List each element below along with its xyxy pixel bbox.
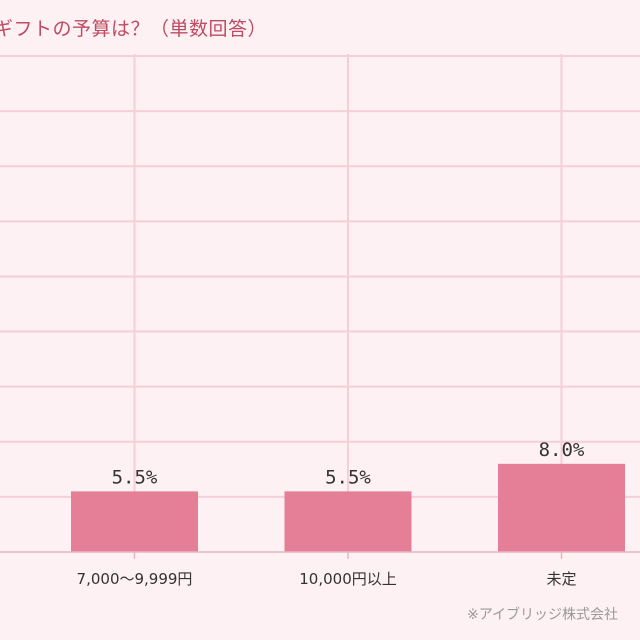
x-tick-label: 7,000〜9,999円 [77,570,193,588]
data-label: 5.5% [325,466,371,488]
bar [498,463,625,552]
x-tick-label: 10,000円以上 [299,570,397,588]
data-label: 8.0% [539,439,585,461]
x-tick-label: 未定 [546,570,576,588]
bar [284,491,412,552]
chart-title: ギフトの予算は？（単数回答） [0,18,268,40]
credit-note: ※アイブリッジ株式会社 [467,607,619,623]
bar [71,491,198,552]
data-label: 5.5% [112,466,158,488]
